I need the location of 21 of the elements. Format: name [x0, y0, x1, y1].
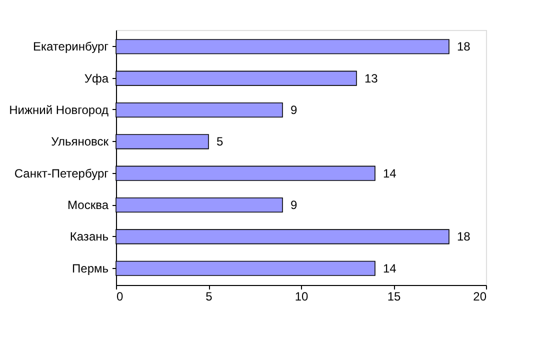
y-tick-label: Нижний Новгород: [9, 102, 108, 117]
data-label: 18: [457, 40, 471, 54]
y-tick-label: Пермь: [72, 261, 108, 276]
y-tick-label: Санкт-Петербург: [14, 166, 110, 180]
y-tick-label: Москва: [68, 198, 109, 212]
x-tick-label: 20: [473, 290, 487, 304]
data-label: 13: [364, 71, 378, 86]
data-label: 14: [383, 166, 397, 180]
data-label: 9: [290, 102, 298, 117]
x-tick-label: 5: [206, 290, 213, 304]
x-tick-label: 0: [116, 290, 124, 304]
data-label: 5: [216, 134, 224, 149]
y-tick-label: Екатеринбург: [33, 40, 110, 54]
y-tick-label: Уфа: [84, 71, 109, 86]
data-label: 9: [290, 198, 298, 212]
y-tick-label: Ульяновск: [51, 134, 110, 149]
x-tick-label: 10: [294, 290, 308, 304]
y-tick-label: Казань: [70, 230, 108, 244]
data-label: 14: [383, 261, 397, 276]
data-label: 18: [457, 230, 471, 244]
x-tick-label: 15: [387, 290, 401, 304]
